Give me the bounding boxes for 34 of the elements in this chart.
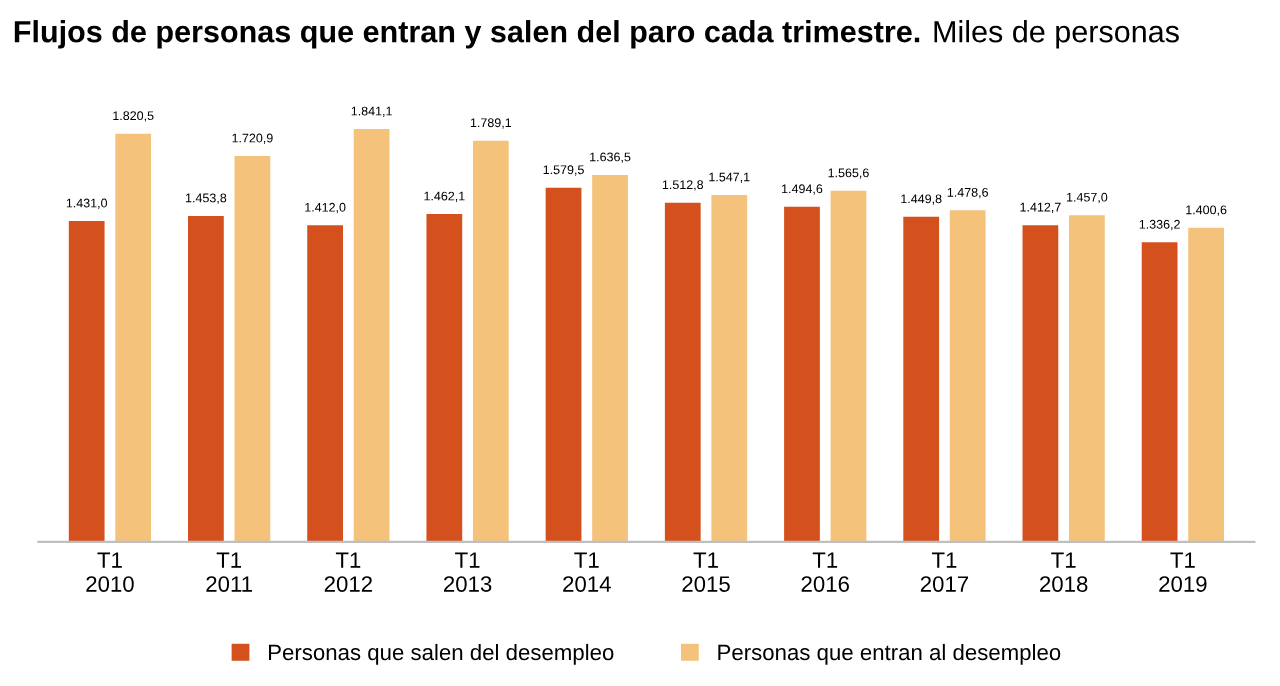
bar xyxy=(1141,242,1178,542)
bar xyxy=(949,210,986,542)
chart-subtitle: Miles de personas xyxy=(934,20,1179,49)
chart-title: Flujos de personas que entran y salen del paro cada trimestre. xyxy=(14,20,920,49)
bar xyxy=(592,174,628,542)
bar xyxy=(1022,225,1059,542)
bar xyxy=(1069,215,1105,542)
bar xyxy=(234,156,271,542)
x-tick-label: T1 2014 xyxy=(563,552,611,592)
x-tick-label: T1 2013 xyxy=(443,552,492,592)
bar xyxy=(472,140,509,542)
bar xyxy=(68,221,105,542)
x-tick-label: T1 2012 xyxy=(324,552,372,592)
legend-label: Personas que salen del desempleo xyxy=(269,643,614,665)
x-tick-label: T1 2019 xyxy=(1159,552,1207,592)
bar xyxy=(353,129,390,542)
x-tick-label: T1 2015 xyxy=(682,552,730,592)
bar xyxy=(784,206,820,542)
bar xyxy=(830,190,867,542)
bar xyxy=(1188,227,1224,542)
x-tick-label: T1 2016 xyxy=(801,552,849,592)
bar xyxy=(115,133,152,542)
bar xyxy=(426,214,463,542)
bar xyxy=(545,187,582,542)
x-tick-label: T1 2018 xyxy=(1040,552,1088,592)
bar xyxy=(711,195,748,542)
legend-label: Personas que entran al desempleo xyxy=(718,643,1061,665)
x-tick-label: T1 2011 xyxy=(206,552,252,592)
x-tick-label: T1 2010 xyxy=(86,552,134,592)
x-tick-label: T1 2017 xyxy=(920,552,969,592)
bar xyxy=(664,202,701,542)
bar xyxy=(903,216,940,542)
bar xyxy=(188,215,224,542)
bar xyxy=(307,225,343,542)
